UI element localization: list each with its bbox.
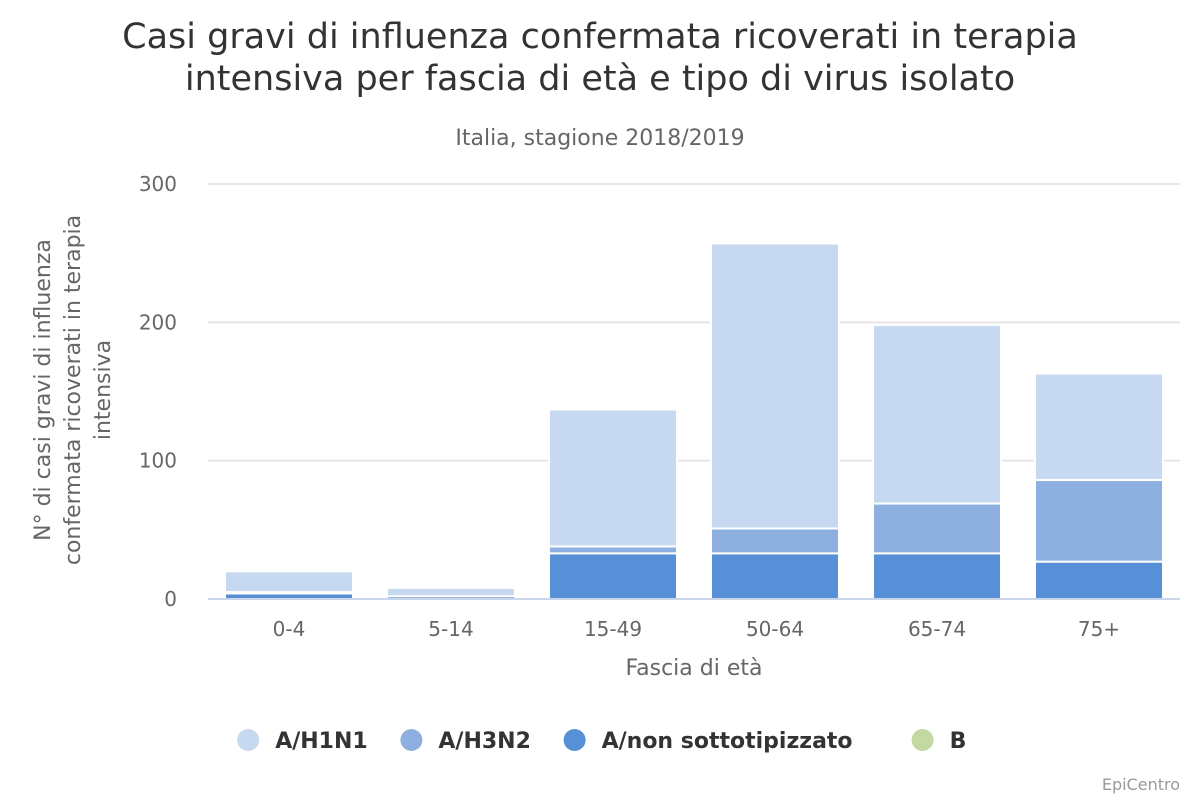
y-tick-label-200: 200 — [139, 310, 177, 334]
chart-title-line-2: intensiva per fascia di età e tipo di vi… — [185, 59, 1015, 99]
x-tick-label-65-74: 65-74 — [908, 617, 966, 641]
bar-15-49-a-h1n1 — [548, 408, 678, 548]
legend-marker-a-non-sottotipizzato — [563, 729, 586, 751]
x-tick-label-50-64: 50-64 — [746, 617, 804, 641]
x-tick-label-75+: 75+ — [1078, 617, 1120, 641]
legend-marker-a-h1n1 — [237, 729, 260, 751]
credits-text: EpiCentro — [1102, 775, 1180, 794]
y-axis-title-line-1: N° di casi gravi di influenza — [31, 239, 56, 541]
legend-label-a-non-sottotipizzato: A/non sottotipizzato — [602, 729, 853, 754]
x-tick-label-0-4: 0-4 — [273, 617, 306, 641]
x-tick-label-15-49: 15-49 — [584, 617, 642, 641]
bar-75+-a-h3n2 — [1034, 479, 1164, 563]
bars — [224, 242, 1164, 601]
bar-15-49-a-h3n2 — [548, 545, 678, 555]
y-axis-ticks: 0 100 200 300 — [139, 172, 177, 611]
x-tick-label-5-14: 5-14 — [428, 617, 473, 641]
y-tick-label-100: 100 — [139, 449, 177, 473]
chart-title-line-1: Casi gravi di influenza confermata ricov… — [122, 17, 1078, 57]
legend-marker-a-h3n2 — [400, 729, 423, 751]
y-tick-label-300: 300 — [139, 172, 177, 196]
legend-label-a-h3n2: A/H3N2 — [438, 729, 531, 754]
bar-65-74-a-h1n1 — [872, 324, 1002, 505]
y-axis-title: N° di casi gravi di influenza confermata… — [31, 215, 116, 565]
gridlines — [208, 183, 1180, 462]
bar-65-74-a-non-sottotipizzato — [872, 552, 1002, 600]
x-axis-title: Fascia di età — [626, 656, 763, 681]
y-axis-title-line-3: intensiva — [91, 340, 116, 440]
bar-50-64-a-non-sottotipizzato — [710, 552, 840, 600]
bar-5-14-a-h1n1 — [386, 586, 516, 598]
bar-50-64-a-h3n2 — [710, 527, 840, 555]
bar-0-4-a-h1n1 — [224, 570, 354, 594]
legend: A/H1N1 A/H3N2 A/non sottotipizzato B — [237, 729, 966, 754]
y-axis-title-line-2: confermata ricoverati in terapia — [61, 215, 86, 565]
bar-65-74-a-h3n2 — [872, 502, 1002, 555]
legend-marker-b — [911, 729, 934, 751]
legend-label-b: B — [950, 729, 967, 754]
bar-75+-a-h1n1 — [1034, 372, 1164, 482]
bar-50-64-a-h1n1 — [710, 242, 840, 530]
bar-75+-a-non-sottotipizzato — [1034, 560, 1164, 601]
chart-subtitle: Italia, stagione 2018/2019 — [455, 126, 744, 151]
x-axis-ticks: 0-4 5-14 15-49 50-64 65-74 75+ — [273, 617, 1120, 641]
y-tick-label-0: 0 — [164, 587, 177, 611]
bar-15-49-a-non-sottotipizzato — [548, 552, 678, 600]
legend-label-a-h1n1: A/H1N1 — [275, 729, 368, 754]
